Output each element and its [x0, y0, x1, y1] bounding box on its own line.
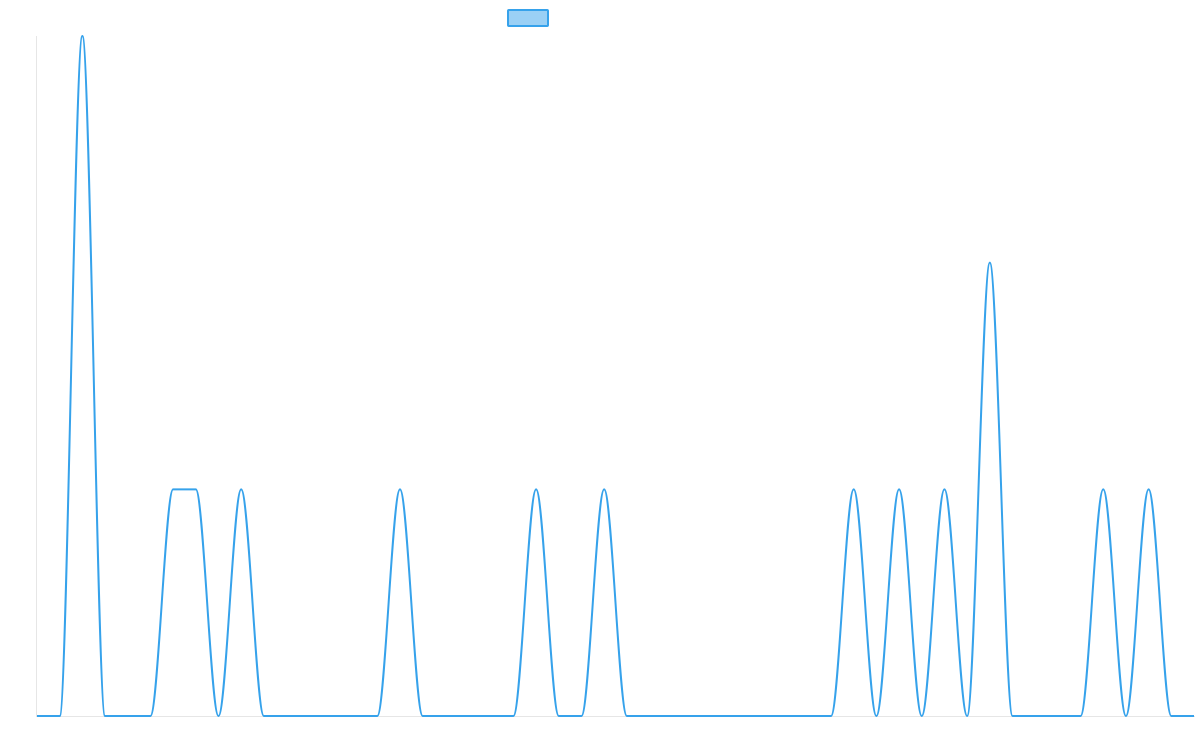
data-point-45[interactable] — [1055, 713, 1061, 719]
data-point-41[interactable] — [964, 713, 970, 719]
data-point-50[interactable] — [1168, 713, 1174, 719]
data-point-44[interactable] — [1032, 713, 1038, 719]
data-point-17[interactable] — [420, 713, 426, 719]
data-point-16[interactable] — [397, 486, 403, 492]
data-point-22[interactable] — [533, 486, 539, 492]
data-point-49[interactable] — [1146, 486, 1152, 492]
data-point-9[interactable] — [238, 486, 244, 492]
data-point-36[interactable] — [851, 486, 857, 492]
data-point-25[interactable] — [601, 486, 607, 492]
data-point-39[interactable] — [919, 713, 925, 719]
data-point-2[interactable] — [79, 33, 85, 39]
data-point-12[interactable] — [306, 713, 312, 719]
data-point-4[interactable] — [125, 713, 131, 719]
data-point-3[interactable] — [102, 713, 108, 719]
data-point-47[interactable] — [1100, 486, 1106, 492]
data-point-23[interactable] — [556, 713, 562, 719]
data-point-0[interactable] — [34, 713, 40, 719]
data-point-20[interactable] — [488, 713, 494, 719]
data-point-32[interactable] — [760, 713, 766, 719]
data-point-13[interactable] — [329, 713, 335, 719]
data-point-37[interactable] — [873, 713, 879, 719]
data-point-1[interactable] — [57, 713, 63, 719]
data-point-6[interactable] — [170, 486, 176, 492]
legend[interactable] — [507, 9, 549, 27]
data-point-15[interactable] — [374, 713, 380, 719]
data-point-29[interactable] — [692, 713, 698, 719]
data-point-27[interactable] — [647, 713, 653, 719]
data-point-26[interactable] — [624, 713, 630, 719]
data-point-48[interactable] — [1123, 713, 1129, 719]
legend-swatch[interactable] — [507, 9, 549, 27]
data-point-5[interactable] — [147, 713, 153, 719]
data-point-7[interactable] — [193, 486, 199, 492]
data-point-46[interactable] — [1078, 713, 1084, 719]
data-point-30[interactable] — [715, 713, 721, 719]
data-point-43[interactable] — [1010, 713, 1016, 719]
data-point-18[interactable] — [442, 713, 448, 719]
series-line-0 — [37, 35, 1194, 717]
data-point-10[interactable] — [261, 713, 267, 719]
data-point-11[interactable] — [284, 713, 290, 719]
data-point-33[interactable] — [783, 713, 789, 719]
data-point-31[interactable] — [737, 713, 743, 719]
data-point-8[interactable] — [215, 713, 221, 719]
data-point-51[interactable] — [1191, 713, 1197, 719]
data-point-42[interactable] — [987, 260, 993, 266]
data-point-40[interactable] — [941, 486, 947, 492]
data-point-28[interactable] — [669, 713, 675, 719]
data-point-35[interactable] — [828, 713, 834, 719]
data-point-38[interactable] — [896, 486, 902, 492]
data-point-24[interactable] — [578, 713, 584, 719]
data-point-34[interactable] — [805, 713, 811, 719]
data-point-21[interactable] — [510, 713, 516, 719]
series-layer — [34, 33, 1197, 719]
data-point-19[interactable] — [465, 713, 471, 719]
data-point-14[interactable] — [352, 713, 358, 719]
